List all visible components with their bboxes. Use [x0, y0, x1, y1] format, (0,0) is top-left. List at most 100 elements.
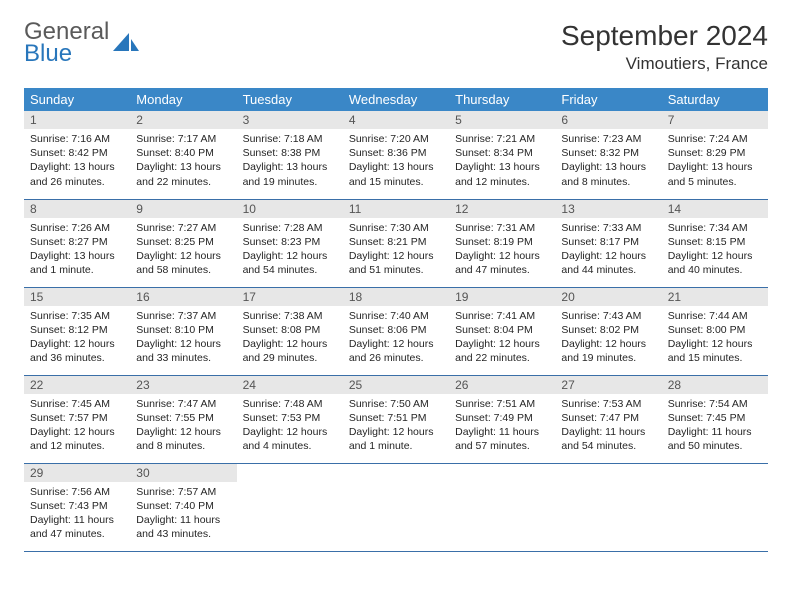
day-number: 12: [449, 200, 555, 218]
day-number: 30: [130, 464, 236, 482]
daylight-line: Daylight: 13 hours and 26 minutes.: [30, 160, 124, 188]
day-content: Sunrise: 7:26 AMSunset: 8:27 PMDaylight:…: [24, 218, 130, 283]
sunrise-line: Sunrise: 7:34 AM: [668, 221, 762, 235]
sunset-line: Sunset: 8:08 PM: [243, 323, 337, 337]
daylight-line: Daylight: 12 hours and 19 minutes.: [561, 337, 655, 365]
day-content: Sunrise: 7:38 AMSunset: 8:08 PMDaylight:…: [237, 306, 343, 371]
daylight-line: Daylight: 13 hours and 22 minutes.: [136, 160, 230, 188]
day-number: 1: [24, 111, 130, 129]
day-content: Sunrise: 7:54 AMSunset: 7:45 PMDaylight:…: [662, 394, 768, 459]
daylight-line: Daylight: 12 hours and 36 minutes.: [30, 337, 124, 365]
daylight-line: Daylight: 13 hours and 19 minutes.: [243, 160, 337, 188]
sunset-line: Sunset: 8:40 PM: [136, 146, 230, 160]
day-content: Sunrise: 7:27 AMSunset: 8:25 PMDaylight:…: [130, 218, 236, 283]
calendar-day-cell: 16Sunrise: 7:37 AMSunset: 8:10 PMDayligh…: [130, 287, 236, 375]
calendar-day-cell: [343, 463, 449, 551]
day-content: Sunrise: 7:35 AMSunset: 8:12 PMDaylight:…: [24, 306, 130, 371]
weekday-header: Thursday: [449, 88, 555, 111]
sunset-line: Sunset: 8:06 PM: [349, 323, 443, 337]
day-content: Sunrise: 7:57 AMSunset: 7:40 PMDaylight:…: [130, 482, 236, 547]
day-content: Sunrise: 7:17 AMSunset: 8:40 PMDaylight:…: [130, 129, 236, 194]
day-content: Sunrise: 7:34 AMSunset: 8:15 PMDaylight:…: [662, 218, 768, 283]
sunrise-line: Sunrise: 7:37 AM: [136, 309, 230, 323]
sunset-line: Sunset: 8:02 PM: [561, 323, 655, 337]
calendar-day-cell: 4Sunrise: 7:20 AMSunset: 8:36 PMDaylight…: [343, 111, 449, 199]
sunrise-line: Sunrise: 7:20 AM: [349, 132, 443, 146]
calendar-day-cell: [449, 463, 555, 551]
daylight-line: Daylight: 13 hours and 1 minute.: [30, 249, 124, 277]
day-number: 3: [237, 111, 343, 129]
day-content: Sunrise: 7:16 AMSunset: 8:42 PMDaylight:…: [24, 129, 130, 194]
calendar-day-cell: 26Sunrise: 7:51 AMSunset: 7:49 PMDayligh…: [449, 375, 555, 463]
calendar-day-cell: 14Sunrise: 7:34 AMSunset: 8:15 PMDayligh…: [662, 199, 768, 287]
location: Vimoutiers, France: [561, 54, 768, 74]
sunset-line: Sunset: 8:21 PM: [349, 235, 443, 249]
sunset-line: Sunset: 8:32 PM: [561, 146, 655, 160]
daylight-line: Daylight: 12 hours and 54 minutes.: [243, 249, 337, 277]
calendar-day-cell: 27Sunrise: 7:53 AMSunset: 7:47 PMDayligh…: [555, 375, 661, 463]
day-number: 28: [662, 376, 768, 394]
day-number: 22: [24, 376, 130, 394]
sunrise-line: Sunrise: 7:56 AM: [30, 485, 124, 499]
daylight-line: Daylight: 12 hours and 40 minutes.: [668, 249, 762, 277]
sunrise-line: Sunrise: 7:44 AM: [668, 309, 762, 323]
calendar-day-cell: 18Sunrise: 7:40 AMSunset: 8:06 PMDayligh…: [343, 287, 449, 375]
sunset-line: Sunset: 7:55 PM: [136, 411, 230, 425]
calendar-day-cell: [555, 463, 661, 551]
sunrise-line: Sunrise: 7:50 AM: [349, 397, 443, 411]
day-number: 4: [343, 111, 449, 129]
sunset-line: Sunset: 7:45 PM: [668, 411, 762, 425]
calendar-day-cell: 20Sunrise: 7:43 AMSunset: 8:02 PMDayligh…: [555, 287, 661, 375]
calendar-day-cell: 22Sunrise: 7:45 AMSunset: 7:57 PMDayligh…: [24, 375, 130, 463]
calendar-day-cell: 2Sunrise: 7:17 AMSunset: 8:40 PMDaylight…: [130, 111, 236, 199]
day-number: 7: [662, 111, 768, 129]
day-content: Sunrise: 7:31 AMSunset: 8:19 PMDaylight:…: [449, 218, 555, 283]
daylight-line: Daylight: 12 hours and 29 minutes.: [243, 337, 337, 365]
daylight-line: Daylight: 11 hours and 54 minutes.: [561, 425, 655, 453]
daylight-line: Daylight: 12 hours and 15 minutes.: [668, 337, 762, 365]
calendar-day-cell: 9Sunrise: 7:27 AMSunset: 8:25 PMDaylight…: [130, 199, 236, 287]
day-content: Sunrise: 7:50 AMSunset: 7:51 PMDaylight:…: [343, 394, 449, 459]
sunrise-line: Sunrise: 7:57 AM: [136, 485, 230, 499]
logo-sail-icon: [113, 33, 139, 53]
day-number: 13: [555, 200, 661, 218]
day-content: Sunrise: 7:53 AMSunset: 7:47 PMDaylight:…: [555, 394, 661, 459]
title-block: September 2024 Vimoutiers, France: [561, 20, 768, 74]
sunrise-line: Sunrise: 7:26 AM: [30, 221, 124, 235]
sunset-line: Sunset: 8:12 PM: [30, 323, 124, 337]
logo: General Blue: [24, 20, 139, 66]
sunset-line: Sunset: 8:04 PM: [455, 323, 549, 337]
sunrise-line: Sunrise: 7:31 AM: [455, 221, 549, 235]
daylight-line: Daylight: 11 hours and 50 minutes.: [668, 425, 762, 453]
daylight-line: Daylight: 13 hours and 12 minutes.: [455, 160, 549, 188]
calendar-header-row: SundayMondayTuesdayWednesdayThursdayFrid…: [24, 88, 768, 111]
weekday-header: Friday: [555, 88, 661, 111]
day-number: 9: [130, 200, 236, 218]
sunrise-line: Sunrise: 7:48 AM: [243, 397, 337, 411]
calendar-day-cell: 5Sunrise: 7:21 AMSunset: 8:34 PMDaylight…: [449, 111, 555, 199]
daylight-line: Daylight: 13 hours and 15 minutes.: [349, 160, 443, 188]
sunrise-line: Sunrise: 7:27 AM: [136, 221, 230, 235]
sunrise-line: Sunrise: 7:18 AM: [243, 132, 337, 146]
daylight-line: Daylight: 11 hours and 47 minutes.: [30, 513, 124, 541]
sunset-line: Sunset: 7:43 PM: [30, 499, 124, 513]
sunset-line: Sunset: 8:19 PM: [455, 235, 549, 249]
daylight-line: Daylight: 11 hours and 43 minutes.: [136, 513, 230, 541]
sunrise-line: Sunrise: 7:45 AM: [30, 397, 124, 411]
weekday-header: Tuesday: [237, 88, 343, 111]
sunrise-line: Sunrise: 7:30 AM: [349, 221, 443, 235]
calendar-day-cell: 24Sunrise: 7:48 AMSunset: 7:53 PMDayligh…: [237, 375, 343, 463]
day-content: Sunrise: 7:56 AMSunset: 7:43 PMDaylight:…: [24, 482, 130, 547]
day-content: Sunrise: 7:41 AMSunset: 8:04 PMDaylight:…: [449, 306, 555, 371]
calendar-day-cell: 3Sunrise: 7:18 AMSunset: 8:38 PMDaylight…: [237, 111, 343, 199]
sunrise-line: Sunrise: 7:51 AM: [455, 397, 549, 411]
day-number: 5: [449, 111, 555, 129]
sunset-line: Sunset: 8:34 PM: [455, 146, 549, 160]
day-number: 27: [555, 376, 661, 394]
daylight-line: Daylight: 12 hours and 22 minutes.: [455, 337, 549, 365]
day-content: Sunrise: 7:21 AMSunset: 8:34 PMDaylight:…: [449, 129, 555, 194]
day-content: Sunrise: 7:18 AMSunset: 8:38 PMDaylight:…: [237, 129, 343, 194]
sunset-line: Sunset: 8:10 PM: [136, 323, 230, 337]
day-number: 29: [24, 464, 130, 482]
sunrise-line: Sunrise: 7:28 AM: [243, 221, 337, 235]
